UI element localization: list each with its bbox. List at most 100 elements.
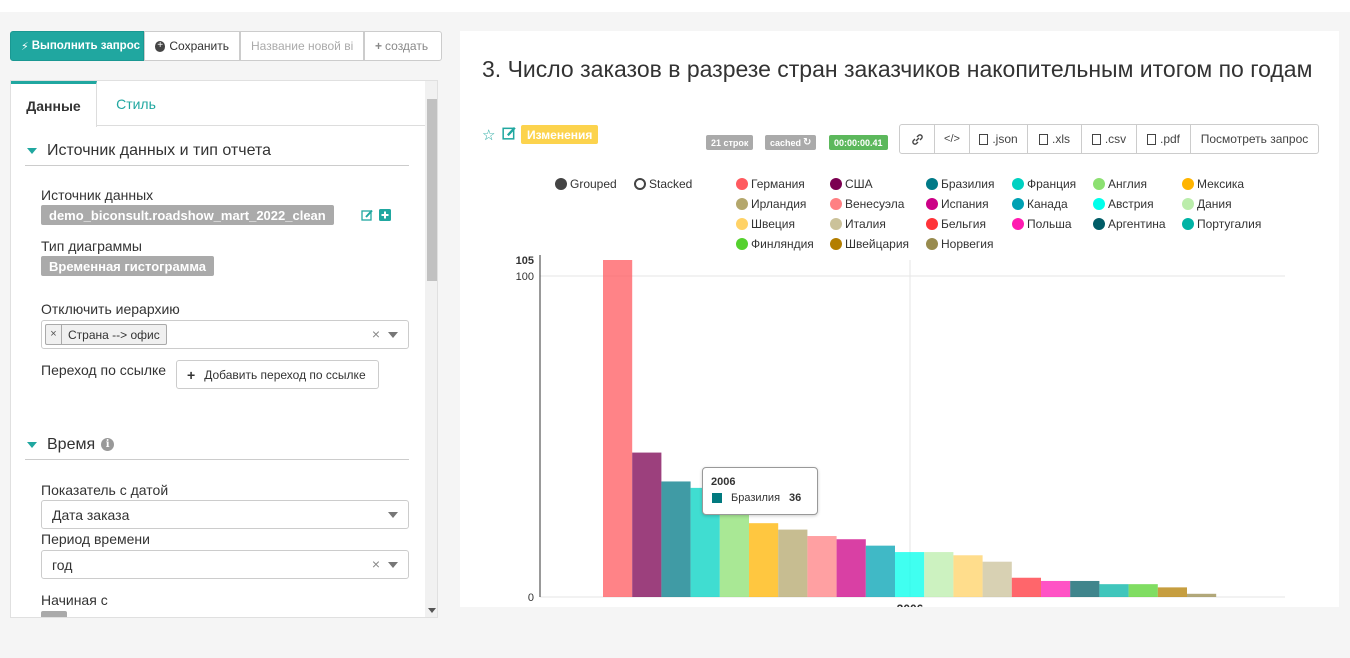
legend-dot-icon (1012, 218, 1024, 230)
period-value: год (52, 556, 73, 573)
bar-11 (895, 552, 925, 597)
legend-item[interactable]: Аргентина (1093, 217, 1166, 231)
file-text-icon (1091, 133, 1101, 145)
star-icon[interactable]: ☆ (482, 127, 496, 144)
changes-badge[interactable]: Изменения (521, 125, 599, 144)
chevron-down-icon[interactable] (388, 512, 398, 518)
legend-item[interactable]: Польша (1012, 217, 1072, 231)
export-xls-button[interactable]: .xls (1027, 124, 1082, 154)
chevron-down-icon[interactable] (388, 332, 398, 338)
legend-item[interactable]: Италия (830, 217, 886, 231)
export-pdf-button[interactable]: .pdf (1136, 124, 1191, 154)
date-metric-select[interactable]: Дата заказа (41, 500, 409, 529)
file-code-icon (979, 133, 989, 145)
tab-data[interactable]: Данные (11, 81, 97, 127)
bolt-icon: ⚡ (21, 40, 29, 53)
legend-dot-icon (926, 198, 938, 210)
legend-item[interactable]: Ирландия (736, 197, 806, 211)
time-section-header[interactable]: Время i (25, 430, 409, 460)
clear-icon[interactable]: × (371, 556, 380, 572)
legend-item[interactable]: Англия (1093, 177, 1147, 191)
export-csv-button[interactable]: .csv (1081, 124, 1137, 154)
legend-dot-icon (926, 218, 938, 230)
add-datasource-icon[interactable] (379, 209, 391, 221)
tab-style[interactable]: Стиль (116, 95, 156, 112)
grouped-label: Grouped (570, 177, 617, 191)
link-icon[interactable] (899, 124, 935, 154)
legend-item[interactable]: Испания (926, 197, 989, 211)
legend-item[interactable]: Швеция (736, 217, 795, 231)
legend-label: Аргентина (1108, 217, 1166, 231)
legend-item[interactable]: Финляндия (736, 237, 814, 251)
cached-badge[interactable]: cached ↻ (765, 135, 817, 150)
caret-down-icon (27, 441, 37, 448)
bar-5 (719, 503, 749, 597)
scrollbar-thumb[interactable] (427, 99, 437, 281)
legend-item[interactable]: США (830, 177, 873, 191)
legend-label: Дания (1197, 197, 1232, 211)
legend-item[interactable]: Португалия (1182, 217, 1261, 231)
legend-item[interactable]: Германия (736, 177, 805, 191)
export-json-button[interactable]: .json (969, 124, 1028, 154)
bar-8 (807, 536, 837, 597)
panel-scrollbar[interactable] (425, 81, 437, 617)
legend-item[interactable]: Мексика (1182, 177, 1244, 191)
chip-remove-icon[interactable]: × (46, 325, 62, 344)
save-button[interactable]: + Сохранить (144, 31, 240, 61)
bar-13 (953, 555, 983, 597)
tooltip-series: Бразилия (731, 492, 781, 504)
scroll-down-arrow-icon[interactable] (428, 608, 436, 613)
edit-datasource-icon[interactable] (361, 209, 373, 221)
view-query-button[interactable]: Посмотреть запрос (1190, 124, 1319, 154)
legend-item[interactable]: Бразилия (926, 177, 995, 191)
legend-label: Норвегия (941, 237, 994, 251)
legend-label: Швеция (751, 217, 795, 231)
legend-item[interactable]: Венесуэла (830, 197, 904, 211)
datasource-section-title: Источник данных и тип отчета (47, 141, 271, 159)
cached-label: cached (770, 137, 802, 148)
datasource-section-header[interactable]: Источник данных и тип отчета (25, 136, 409, 166)
create-button[interactable]: + создать (364, 31, 442, 61)
bar-chart: 0 100 105 2006 (516, 255, 1285, 607)
legend-dot-icon (736, 218, 748, 230)
y-tick-label: 100 (516, 271, 534, 283)
hierarchy-select[interactable]: × Страна --> офис × (41, 320, 409, 349)
datasource-value[interactable]: demo_biconsult.roadshow_mart_2022_clean (41, 205, 334, 225)
period-select[interactable]: год × (41, 550, 409, 579)
start-value[interactable] (41, 611, 67, 617)
info-icon[interactable]: i (101, 438, 115, 451)
embed-code-icon[interactable]: </> (934, 124, 970, 154)
legend-item[interactable]: Швейцария (830, 237, 909, 251)
caret-down-icon (27, 147, 37, 154)
file-pdf-icon (1146, 133, 1156, 145)
legend-label: Польша (1027, 217, 1072, 231)
bar-9 (836, 539, 866, 597)
bar-3 (661, 481, 691, 597)
add-link-button[interactable]: + Добавить переход по ссылке (176, 360, 379, 389)
viz-type-value[interactable]: Временная гистограмма (41, 256, 215, 276)
radio-filled-icon (555, 178, 567, 190)
new-name-input[interactable]: Название новой ві (240, 31, 364, 61)
run-query-button[interactable]: ⚡ Выполнить запрос (10, 31, 144, 61)
bar-20 (1157, 587, 1187, 597)
edit-chart-icon[interactable] (502, 126, 516, 140)
legend-item[interactable]: Норвегия (926, 237, 994, 251)
legend-dot-icon (830, 178, 842, 190)
stacked-toggle[interactable]: Stacked (634, 177, 692, 191)
clear-icon[interactable]: × (371, 326, 380, 342)
legend-item[interactable]: Франция (1012, 177, 1076, 191)
legend-dot-icon (1182, 218, 1194, 230)
chart-title: 3. Число заказов в разрезе стран заказчи… (482, 56, 1313, 82)
create-label: создать (385, 39, 429, 53)
date-metric-value: Дата заказа (52, 506, 130, 523)
legend-item[interactable]: Дания (1182, 197, 1232, 211)
grouped-toggle[interactable]: Grouped (555, 177, 617, 191)
chevron-down-icon[interactable] (388, 562, 398, 568)
bar-14 (982, 561, 1012, 597)
chart-panel: 3. Число заказов в разрезе стран заказчи… (460, 31, 1339, 607)
legend-item[interactable]: Австрия (1093, 197, 1154, 211)
legend-dot-icon (1093, 218, 1105, 230)
legend-item[interactable]: Бельгия (926, 217, 986, 231)
legend-item[interactable]: Канада (1012, 197, 1068, 211)
legend-label: Финляндия (751, 237, 814, 251)
